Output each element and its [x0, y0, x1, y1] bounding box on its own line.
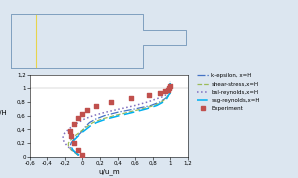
Point: [76, 148, 80, 151]
Point: [71, 142, 76, 144]
Point: [128, 96, 133, 99]
Point: [162, 90, 167, 93]
Point: [168, 84, 173, 87]
Point: [84, 109, 89, 112]
Point: [93, 105, 98, 108]
Point: [108, 101, 113, 103]
Point: [167, 87, 172, 90]
X-axis label: u/u_m: u/u_m: [98, 169, 119, 175]
Y-axis label: y/H: y/H: [0, 110, 7, 116]
Point: [165, 88, 170, 91]
Legend: k-epsilon, x=H, shear-stress,x=H, bsl-reynolds,x=H, ssg-reynolds,x=H, Experiment: k-epsilon, x=H, shear-stress,x=H, bsl-re…: [197, 74, 260, 111]
Point: [147, 94, 151, 97]
Point: [69, 135, 73, 138]
Point: [80, 154, 85, 157]
Point: [157, 92, 162, 95]
Point: [80, 113, 85, 116]
Point: [68, 129, 72, 132]
Point: [76, 117, 80, 120]
Point: [71, 122, 76, 125]
